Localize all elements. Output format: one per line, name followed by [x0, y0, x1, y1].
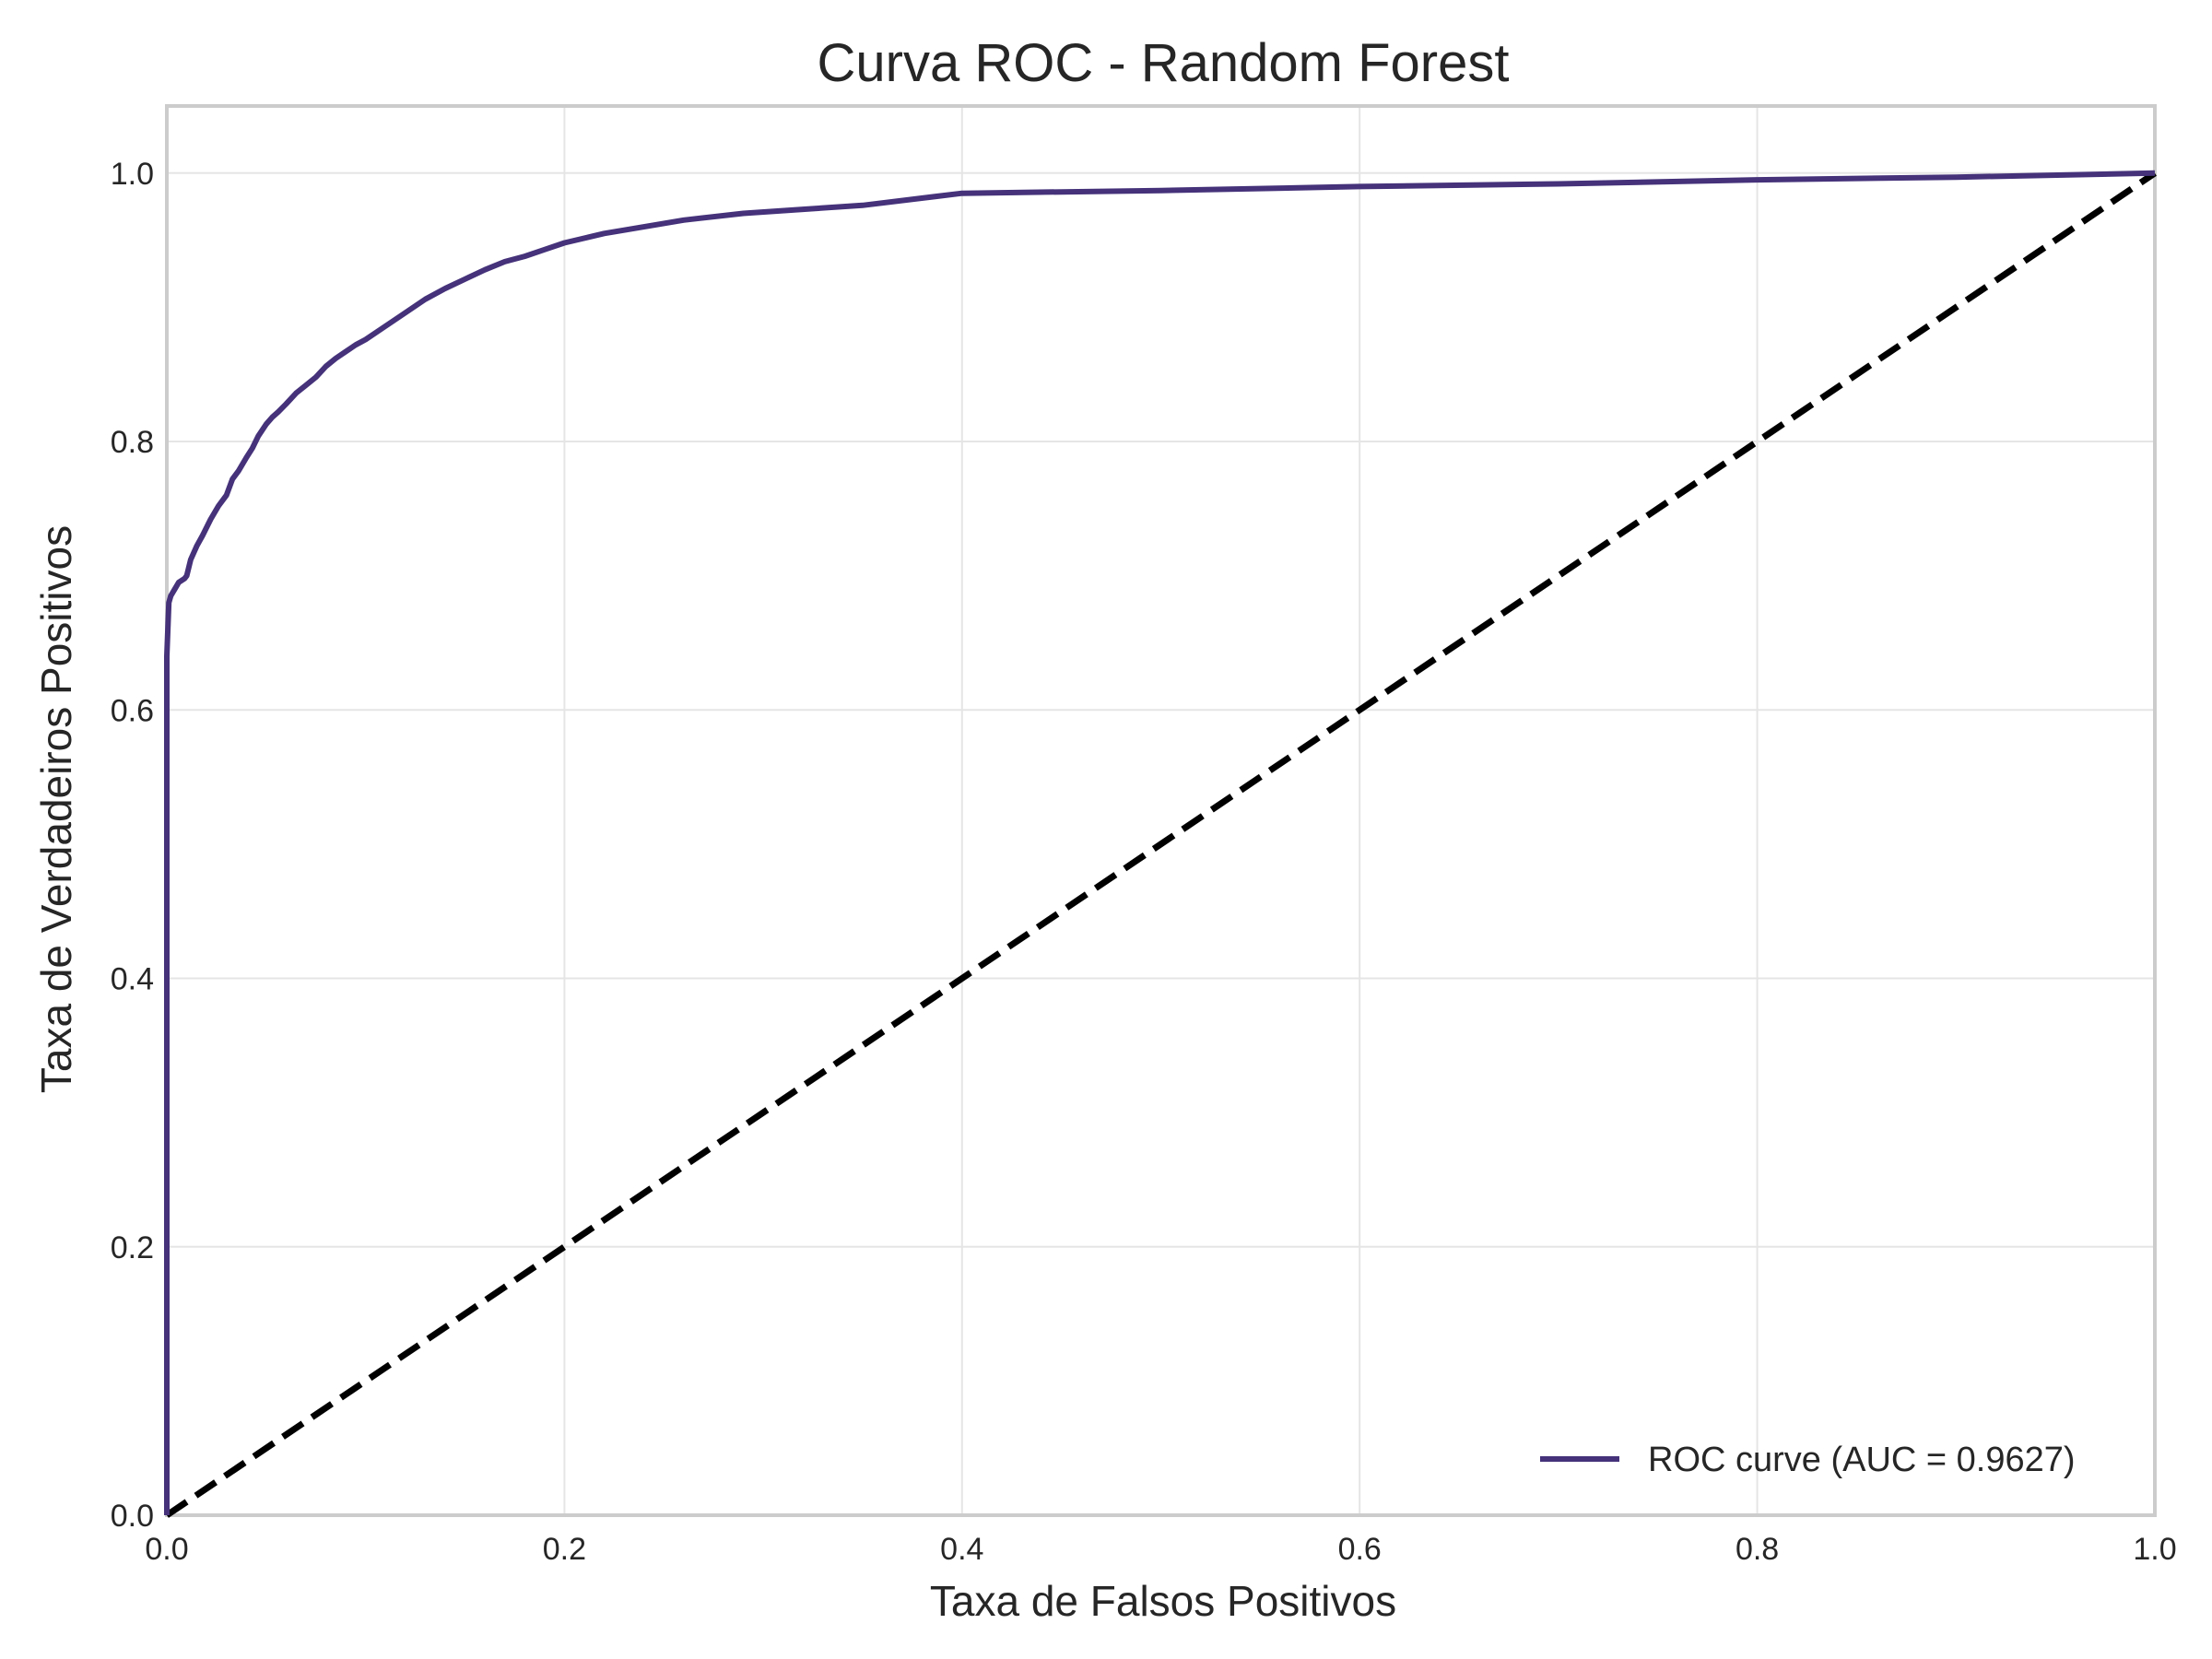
series-layer: [164, 170, 2157, 1518]
x-tick-label: 0.4: [940, 1532, 983, 1567]
x-tick-label: 0.0: [145, 1532, 188, 1567]
x-tick-label: 0.2: [543, 1532, 586, 1567]
y-tick-label: 0.6: [111, 693, 154, 728]
x-tick-label: 0.6: [1338, 1532, 1382, 1567]
x-tick-label: 0.8: [1735, 1532, 1779, 1567]
y-tick-label: 0.0: [111, 1499, 154, 1534]
x-tick-label: 1.0: [2133, 1532, 2176, 1567]
x-axis-label: Taxa de Falsos Positivos: [930, 1577, 1396, 1625]
y-axis-ticks: 0.0 0.2 0.4 0.6 0.8 1.0: [111, 157, 154, 1534]
legend-label: ROC curve (AUC = 0.9627): [1648, 1441, 2076, 1479]
y-tick-label: 0.2: [111, 1230, 154, 1265]
y-axis-label: Taxa de Verdadeiros Positivos: [32, 525, 80, 1093]
grid-lines: [166, 106, 2156, 1516]
legend: ROC curve (AUC = 0.9627): [1540, 1441, 2076, 1479]
y-tick-label: 0.4: [111, 962, 154, 997]
y-tick-label: 1.0: [111, 157, 154, 192]
plot-area-frame: [165, 104, 2157, 1517]
chance-diagonal-line: [165, 170, 2157, 1518]
chart-title: Curva ROC - Random Forest: [818, 33, 1510, 93]
x-axis-ticks: 0.0 0.2 0.4 0.6 0.8 1.0: [145, 1532, 2176, 1567]
roc-curve-line: [164, 170, 2156, 1515]
y-tick-label: 0.8: [111, 425, 154, 460]
